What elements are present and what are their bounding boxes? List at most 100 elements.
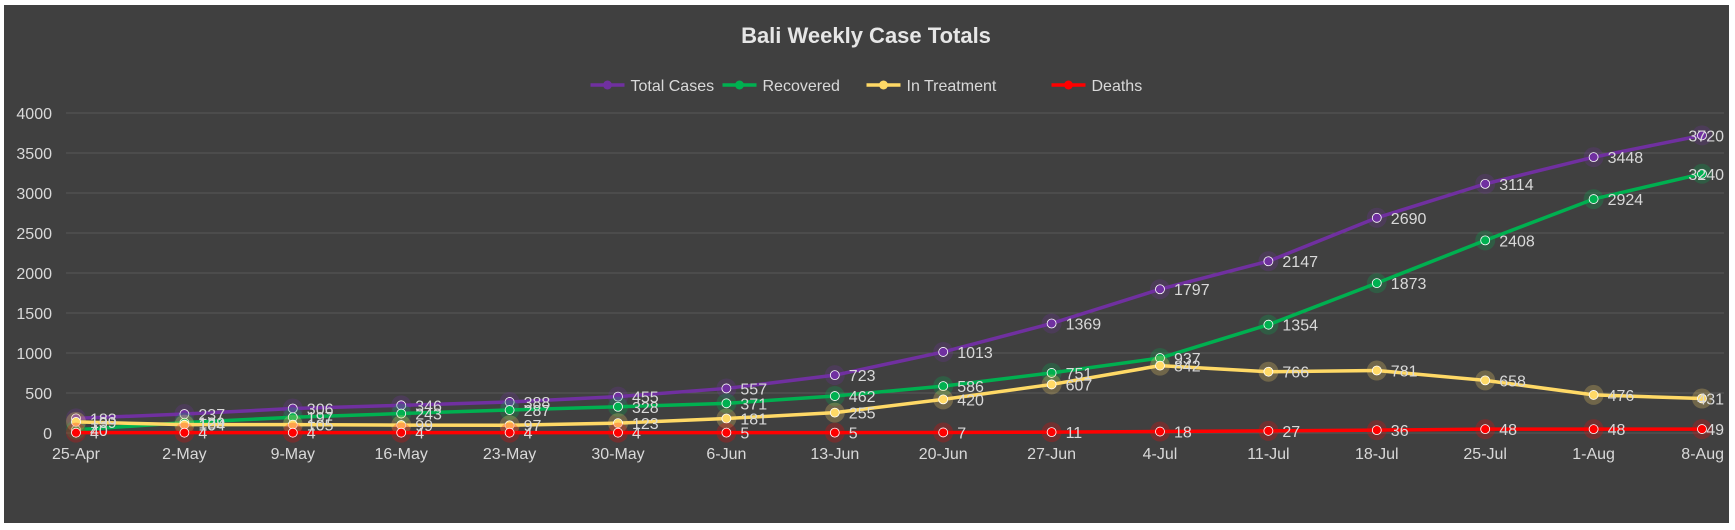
data-label: 139	[90, 415, 117, 432]
x-tick-label: 27-Jun	[1027, 446, 1076, 463]
data-label: 3720	[1688, 128, 1724, 145]
data-point[interactable]	[396, 427, 407, 438]
data-label: 27	[1282, 424, 1300, 441]
data-point[interactable]	[613, 427, 623, 438]
data-label: 586	[957, 379, 984, 396]
data-point[interactable]	[1263, 425, 1274, 436]
data-point[interactable]	[613, 391, 623, 402]
data-point[interactable]	[1046, 368, 1057, 378]
data-point[interactable]	[1588, 424, 1599, 435]
data-point[interactable]	[613, 401, 623, 412]
data-label: 123	[632, 416, 659, 433]
y-tick-label: 500	[25, 386, 52, 403]
data-label: 5	[849, 426, 858, 443]
data-point[interactable]	[1480, 424, 1491, 435]
data-label: 104	[198, 418, 225, 435]
data-point[interactable]	[1697, 424, 1707, 434]
y-tick-label: 1500	[16, 306, 52, 323]
data-point[interactable]	[1480, 375, 1491, 386]
legend-label[interactable]: Total Cases	[631, 78, 715, 95]
data-point[interactable]	[1046, 427, 1057, 438]
data-point[interactable]	[938, 381, 949, 392]
data-label: 2147	[1282, 254, 1318, 271]
x-axis: 25-Apr 2-May 9-May 16-May 23-May 30-May 6-Jun 1…	[52, 446, 1724, 463]
x-tick-label: 16-May	[375, 446, 428, 463]
data-label: 658	[1499, 373, 1526, 390]
data-label: 197	[307, 410, 334, 427]
y-tick-label: 2500	[16, 226, 52, 243]
data-label: 4	[415, 426, 424, 443]
chart[interactable]: 0 500 1000 1500 2000 2500 3000 3500 4000 25-Apr 2…	[4, 5, 1729, 523]
data-label: 420	[957, 392, 984, 409]
data-point[interactable]	[1588, 152, 1599, 163]
data-label: 49	[1706, 422, 1724, 439]
legend-label[interactable]: Recovered	[763, 78, 840, 95]
data-point[interactable]	[71, 416, 81, 427]
data-point[interactable]	[504, 405, 515, 415]
data-point[interactable]	[179, 427, 190, 438]
legend-marker	[1064, 80, 1073, 90]
data-label: 1873	[1391, 276, 1427, 293]
data-point[interactable]	[938, 394, 949, 405]
data-point[interactable]	[938, 347, 949, 357]
data-label: 3448	[1608, 150, 1644, 167]
data-point[interactable]	[1588, 390, 1599, 400]
data-point[interactable]	[613, 418, 623, 429]
data-point[interactable]	[829, 427, 840, 438]
x-tick-label: 23-May	[483, 446, 536, 463]
data-point[interactable]	[1371, 212, 1382, 223]
legend-label[interactable]: Deaths	[1092, 78, 1143, 95]
data-point[interactable]	[1697, 168, 1707, 179]
data-point[interactable]	[1046, 379, 1057, 390]
data-point[interactable]	[1371, 425, 1382, 436]
data-point[interactable]	[504, 427, 515, 438]
data-point[interactable]	[1371, 278, 1382, 289]
data-point[interactable]	[71, 427, 81, 438]
data-point[interactable]	[1263, 319, 1274, 330]
data-point[interactable]	[938, 427, 949, 438]
data-point[interactable]	[287, 427, 298, 438]
data-label: 462	[849, 389, 876, 406]
data-label: 105	[307, 418, 334, 435]
data-point[interactable]	[1697, 130, 1707, 141]
data-point[interactable]	[1480, 235, 1491, 246]
data-point[interactable]	[1155, 360, 1165, 371]
data-point[interactable]	[1155, 284, 1165, 295]
data-label: 1369	[1066, 316, 1102, 333]
data-point[interactable]	[1371, 365, 1382, 376]
data-label: 455	[632, 390, 659, 407]
data-point[interactable]	[721, 413, 732, 424]
data-point[interactable]	[829, 370, 840, 381]
data-point[interactable]	[1046, 318, 1057, 329]
data-label: 1013	[957, 345, 993, 362]
data-point[interactable]	[1155, 426, 1165, 437]
data-point[interactable]	[396, 408, 407, 419]
data-point[interactable]	[1480, 178, 1491, 189]
data-point[interactable]	[721, 427, 732, 438]
x-tick-label: 25-Apr	[52, 446, 101, 463]
data-label: 3114	[1499, 177, 1534, 194]
data-point[interactable]	[1588, 194, 1599, 204]
chart-title: Bali Weekly Case Totals	[741, 23, 991, 48]
x-tick-label: 20-Jun	[919, 446, 968, 463]
data-point[interactable]	[721, 383, 732, 394]
series-line	[74, 427, 1704, 435]
data-point[interactable]	[829, 407, 840, 418]
legend-label[interactable]: In Treatment	[907, 78, 997, 95]
data-label: 2408	[1499, 233, 1535, 250]
x-tick-label: 13-Jun	[810, 446, 859, 463]
data-point[interactable]	[1697, 393, 1707, 404]
y-axis: 0 500 1000 1500 2000 2500 3000 3500 4000	[16, 106, 52, 443]
data-point[interactable]	[1263, 256, 1274, 267]
data-label: 2924	[1608, 192, 1644, 209]
data-label: 937	[1174, 351, 1201, 368]
data-label: 371	[740, 396, 767, 413]
legend[interactable]: Total Cases Recovered In Treatment Deaths	[590, 78, 1143, 95]
data-label: 97	[524, 418, 542, 435]
y-tick-label: 1000	[16, 346, 52, 363]
data-point[interactable]	[829, 391, 840, 401]
data-label: 4	[307, 426, 316, 443]
data-point[interactable]	[1263, 366, 1274, 377]
data-point[interactable]	[721, 398, 732, 409]
